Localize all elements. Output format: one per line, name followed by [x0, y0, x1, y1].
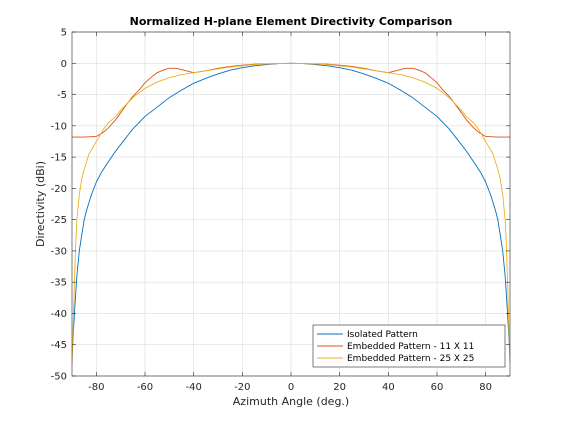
legend-entry: Isolated Pattern [347, 330, 418, 340]
x-tick-label: 40 [382, 382, 395, 393]
legend-entry: Embedded Pattern - 25 X 25 [347, 354, 474, 364]
x-axis-label: Azimuth Angle (deg.) [233, 395, 349, 408]
y-tick-label: -25 [51, 215, 67, 226]
x-tick-label: 60 [431, 382, 444, 393]
y-tick-label: -15 [51, 153, 67, 164]
x-tick-label: -80 [88, 382, 104, 393]
series-line-3 [72, 62, 510, 364]
grid [72, 31, 510, 377]
y-tick-label: -35 [51, 278, 67, 289]
y-tick-label: -45 [51, 340, 67, 351]
legend-box [312, 324, 506, 368]
x-tick-label: -40 [185, 382, 201, 393]
chart-title: Normalized H-plane Element Directivity C… [130, 15, 453, 28]
y-tick-label: -20 [51, 184, 67, 195]
x-tick-label: 0 [288, 382, 294, 393]
ticks: -80 -60 -40 -20 0 20 40 60 80 5 0 -5 -10 -15 -20 -25 -30… [51, 28, 510, 393]
y-tick-label: -5 [57, 90, 67, 101]
x-tick-label: 80 [479, 382, 492, 393]
y-tick-label: -10 [51, 121, 67, 132]
series-layer [72, 62, 510, 364]
y-tick-label: 0 [61, 59, 67, 70]
y-axis-label: Directivity (dBi) [34, 161, 47, 247]
y-tick-label: -40 [51, 309, 67, 320]
y-tick-label: -30 [51, 246, 67, 257]
y-tick-label: 5 [61, 28, 67, 39]
legend: Isolated Pattern Embedded Pattern - 11 X … [312, 324, 506, 368]
x-tick-label: -20 [234, 382, 250, 393]
x-tick-label: 20 [333, 382, 346, 393]
x-tick-label: -60 [137, 382, 153, 393]
y-tick-label: -50 [51, 372, 67, 383]
legend-entry: Embedded Pattern - 11 X 11 [347, 342, 474, 352]
